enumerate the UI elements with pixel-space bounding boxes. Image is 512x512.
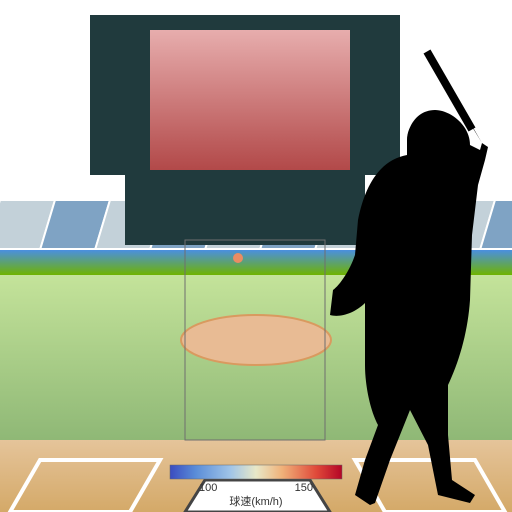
scoreboard-screen: [150, 30, 350, 170]
pitchers-mound: [181, 315, 331, 365]
colorbar-tick: 100: [199, 482, 217, 494]
colorbar-label: 球速(km/h): [229, 494, 282, 508]
colorbar-tick: 150: [295, 482, 313, 494]
speed-colorbar: [170, 465, 342, 479]
pitch-location-scene: 100 150 球速(km/h): [0, 0, 512, 512]
scoreboard-base: [125, 175, 365, 245]
pitch-marker: [233, 253, 243, 263]
